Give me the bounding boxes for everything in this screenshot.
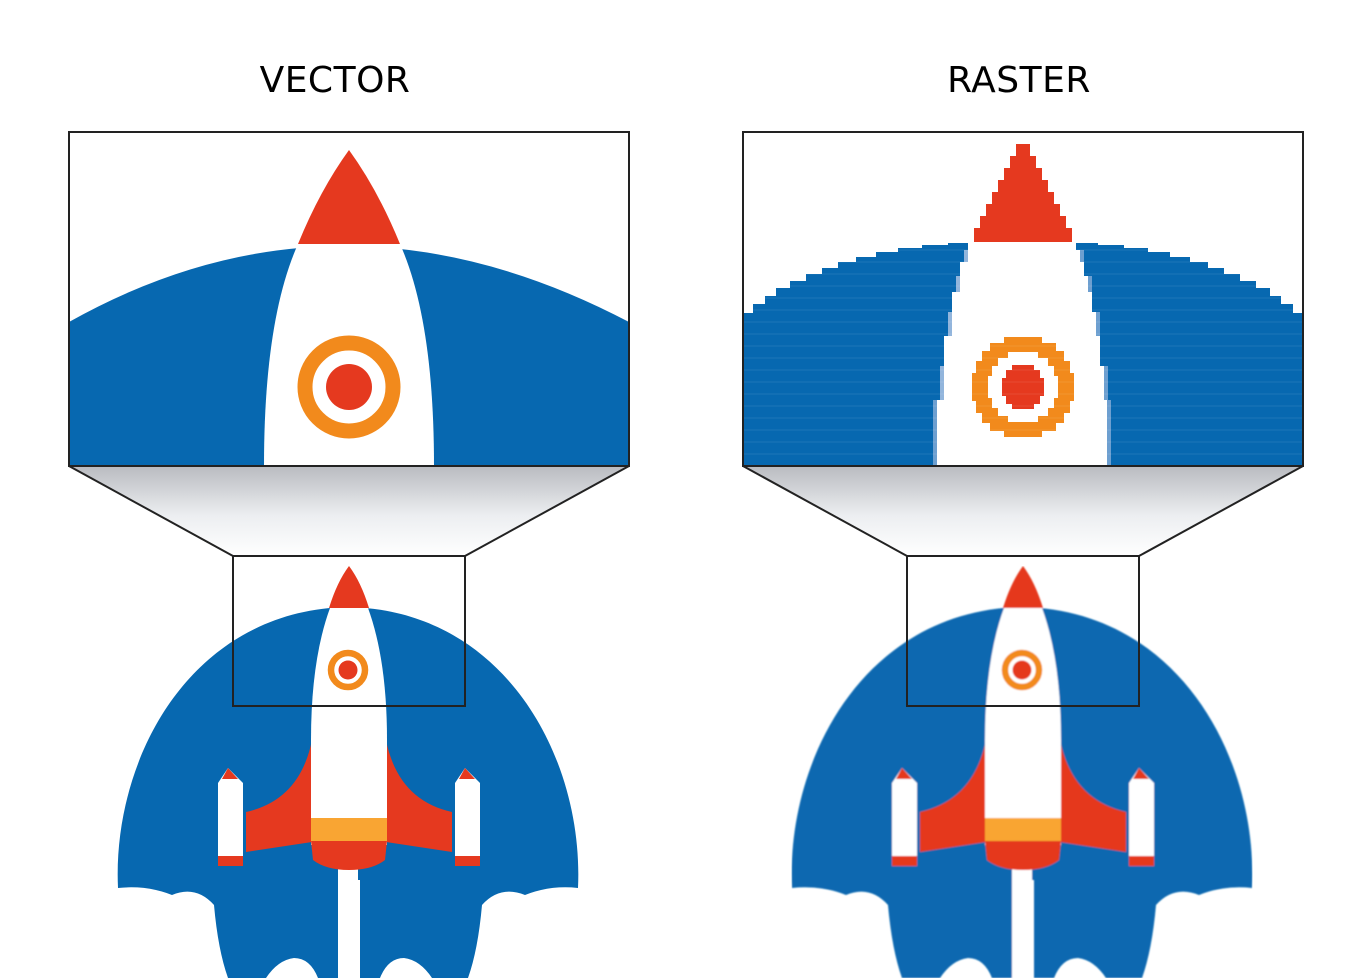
raster-panel	[742, 131, 1304, 978]
raster-zoom-funnel	[743, 466, 1303, 556]
raster-magnifier-frame	[742, 131, 1304, 467]
raster-rocket-icon	[792, 566, 1253, 978]
vector-magnifier-frame	[68, 131, 630, 467]
vector-magnified-view	[69, 132, 629, 466]
vector-rocket-icon	[118, 566, 579, 978]
raster-panel-title: RASTER	[947, 60, 1091, 101]
vector-zoom-funnel	[69, 466, 629, 556]
vector-panel-title: VECTOR	[259, 60, 411, 101]
raster-selection-box	[906, 555, 1140, 707]
vector-selection-box	[232, 555, 466, 707]
raster-magnified-view	[743, 132, 1303, 466]
vector-panel	[68, 131, 630, 978]
